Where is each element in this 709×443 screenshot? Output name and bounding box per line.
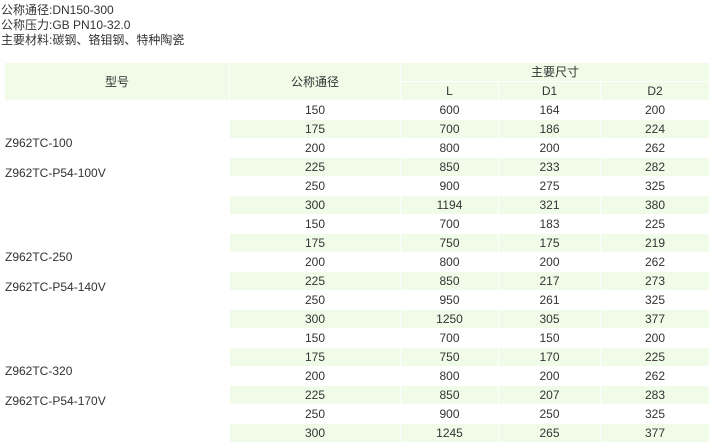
- d2-cell: 224: [601, 120, 709, 139]
- l-cell: 850: [401, 158, 499, 177]
- dn-cell: 200: [230, 139, 401, 158]
- dn-cell: 150: [230, 215, 401, 234]
- d1-cell: 175: [499, 234, 601, 253]
- d1-cell: 186: [499, 120, 601, 139]
- d1-cell: 233: [499, 158, 601, 177]
- l-cell: 1245: [401, 424, 499, 443]
- l-cell: 800: [401, 253, 499, 272]
- dn-cell: 175: [230, 120, 401, 139]
- header-d1: D1: [499, 82, 601, 101]
- d1-cell: 200: [499, 139, 601, 158]
- d2-cell: 262: [601, 367, 709, 386]
- d2-cell: 262: [601, 139, 709, 158]
- d2-cell: 377: [601, 310, 709, 329]
- d2-cell: 225: [601, 348, 709, 367]
- d1-cell: 250: [499, 405, 601, 424]
- dn-cell: 175: [230, 234, 401, 253]
- dn-cell: 200: [230, 253, 401, 272]
- nominal-diameter-text: 公称通径:DN150-300: [1, 3, 709, 18]
- l-cell: 1250: [401, 310, 499, 329]
- dn-cell: 250: [230, 405, 401, 424]
- l-cell: 800: [401, 367, 499, 386]
- header-main-dimensions: 主要尺寸: [401, 63, 709, 82]
- header-dn: 公称通径: [230, 63, 401, 101]
- header-model: 型号: [5, 63, 230, 101]
- model-name: Z962TC-P54-140V: [5, 272, 229, 302]
- dn-cell: 300: [230, 424, 401, 443]
- l-cell: 700: [401, 120, 499, 139]
- d2-cell: 200: [601, 329, 709, 348]
- model-name: Z962TC-320: [5, 356, 229, 386]
- l-cell: 700: [401, 215, 499, 234]
- dn-cell: 200: [230, 367, 401, 386]
- d1-cell: 265: [499, 424, 601, 443]
- dn-cell: 150: [230, 101, 401, 120]
- l-cell: 700: [401, 329, 499, 348]
- d1-cell: 164: [499, 101, 601, 120]
- d2-cell: 225: [601, 215, 709, 234]
- d2-cell: 325: [601, 291, 709, 310]
- d1-cell: 217: [499, 272, 601, 291]
- d2-cell: 380: [601, 196, 709, 215]
- dn-cell: 225: [230, 272, 401, 291]
- l-cell: 750: [401, 348, 499, 367]
- d1-cell: 170: [499, 348, 601, 367]
- d2-cell: 325: [601, 177, 709, 196]
- l-cell: 800: [401, 139, 499, 158]
- dn-cell: 300: [230, 196, 401, 215]
- d2-cell: 283: [601, 386, 709, 405]
- nominal-pressure-text: 公称压力:GB PN10-32.0: [1, 18, 709, 33]
- l-cell: 600: [401, 101, 499, 120]
- dn-cell: 250: [230, 291, 401, 310]
- model-name: Z962TC-100: [5, 128, 229, 158]
- d1-cell: 207: [499, 386, 601, 405]
- dn-cell: 250: [230, 177, 401, 196]
- d1-cell: 305: [499, 310, 601, 329]
- l-cell: 900: [401, 177, 499, 196]
- d1-cell: 150: [499, 329, 601, 348]
- model-name: Z962TC-P54-170V: [5, 386, 229, 416]
- model-name: Z962TC-250: [5, 242, 229, 272]
- d2-cell: 219: [601, 234, 709, 253]
- l-cell: 900: [401, 405, 499, 424]
- d2-cell: 377: [601, 424, 709, 443]
- d2-cell: 200: [601, 101, 709, 120]
- header-l: L: [401, 82, 499, 101]
- d1-cell: 200: [499, 367, 601, 386]
- main-material-text: 主要材料:碳钢、铬钼钢、特种陶瓷: [1, 33, 709, 48]
- l-cell: 850: [401, 386, 499, 405]
- d1-cell: 275: [499, 177, 601, 196]
- l-cell: 1194: [401, 196, 499, 215]
- dn-cell: 225: [230, 158, 401, 177]
- d1-cell: 261: [499, 291, 601, 310]
- l-cell: 850: [401, 272, 499, 291]
- dn-cell: 150: [230, 329, 401, 348]
- dn-cell: 225: [230, 386, 401, 405]
- header-d2: D2: [601, 82, 709, 101]
- l-cell: 950: [401, 291, 499, 310]
- l-cell: 750: [401, 234, 499, 253]
- d1-cell: 321: [499, 196, 601, 215]
- d1-cell: 200: [499, 253, 601, 272]
- d2-cell: 262: [601, 253, 709, 272]
- dn-cell: 300: [230, 310, 401, 329]
- dn-cell: 175: [230, 348, 401, 367]
- d1-cell: 183: [499, 215, 601, 234]
- d2-cell: 282: [601, 158, 709, 177]
- d2-cell: 325: [601, 405, 709, 424]
- model-name: Z962TC-P54-100V: [5, 158, 229, 188]
- spec-info: 公称通径:DN150-300 公称压力:GB PN10-32.0 主要材料:碳钢…: [0, 0, 709, 48]
- d2-cell: 273: [601, 272, 709, 291]
